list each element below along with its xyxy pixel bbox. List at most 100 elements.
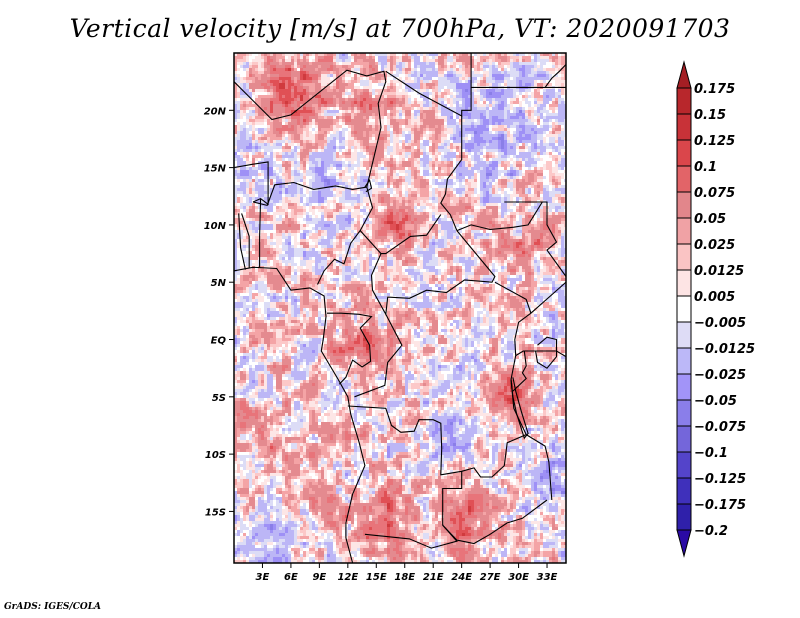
- field-cell: [495, 143, 498, 146]
- field-cell: [402, 179, 405, 182]
- field-cell: [261, 167, 264, 170]
- field-cell: [246, 191, 249, 194]
- field-cell: [477, 107, 480, 110]
- field-cell: [441, 92, 444, 95]
- field-cell: [426, 173, 429, 176]
- field-cell: [270, 95, 273, 98]
- field-cell: [366, 92, 369, 95]
- field-cell: [423, 104, 426, 107]
- field-cell: [447, 170, 450, 173]
- field-cell: [315, 134, 318, 137]
- field-cell: [507, 134, 510, 137]
- field-cell: [243, 56, 246, 59]
- field-cell: [465, 158, 468, 161]
- field-cell: [426, 95, 429, 98]
- field-cell: [264, 176, 267, 179]
- field-cell: [438, 185, 441, 188]
- field-cell: [504, 161, 507, 164]
- field-cell: [327, 128, 330, 131]
- field-cell: [501, 113, 504, 116]
- field-cell: [540, 179, 543, 182]
- field-cell: [468, 173, 471, 176]
- field-cell: [405, 116, 408, 119]
- field-cell: [456, 167, 459, 170]
- field-cell: [297, 191, 300, 194]
- field-cell: [234, 101, 237, 104]
- field-cell: [234, 158, 237, 161]
- field-cell: [453, 101, 456, 104]
- field-cell: [498, 101, 501, 104]
- field-cell: [519, 92, 522, 95]
- field-cell: [534, 185, 537, 188]
- field-cell: [543, 116, 546, 119]
- field-cell: [444, 53, 447, 56]
- field-cell: [363, 65, 366, 68]
- field-cell: [468, 110, 471, 113]
- field-cell: [243, 149, 246, 152]
- field-cell: [558, 62, 561, 65]
- field-cell: [459, 98, 462, 101]
- field-cell: [255, 158, 258, 161]
- field-cell: [459, 107, 462, 110]
- field-cell: [363, 68, 366, 71]
- field-cell: [312, 176, 315, 179]
- field-cell: [465, 137, 468, 140]
- field-cell: [282, 101, 285, 104]
- field-cell: [315, 158, 318, 161]
- field-cell: [414, 53, 417, 56]
- field-cell: [330, 122, 333, 125]
- field-cell: [354, 86, 357, 89]
- field-cell: [357, 125, 360, 128]
- field-cell: [459, 86, 462, 89]
- field-cell: [561, 53, 564, 56]
- field-cell: [438, 119, 441, 122]
- field-cell: [561, 59, 564, 62]
- field-cell: [453, 80, 456, 83]
- field-cell: [369, 71, 372, 74]
- field-cell: [396, 200, 399, 203]
- field-cell: [309, 131, 312, 134]
- field-cell: [468, 116, 471, 119]
- field-cell: [315, 182, 318, 185]
- field-cell: [318, 146, 321, 149]
- field-cell: [291, 56, 294, 59]
- field-cell: [270, 77, 273, 80]
- field-cell: [309, 74, 312, 77]
- field-cell: [516, 182, 519, 185]
- field-cell: [342, 68, 345, 71]
- field-cell: [351, 143, 354, 146]
- field-cell: [318, 131, 321, 134]
- field-cell: [315, 101, 318, 104]
- field-cell: [324, 80, 327, 83]
- field-cell: [477, 125, 480, 128]
- field-cell: [498, 200, 501, 203]
- field-cell: [495, 149, 498, 152]
- field-cell: [366, 56, 369, 59]
- field-cell: [462, 104, 465, 107]
- field-cell: [519, 170, 522, 173]
- field-cell: [303, 155, 306, 158]
- field-cell: [237, 200, 240, 203]
- field-cell: [303, 173, 306, 176]
- field-cell: [273, 188, 276, 191]
- field-cell: [549, 134, 552, 137]
- field-cell: [438, 80, 441, 83]
- field-cell: [321, 161, 324, 164]
- field-cell: [429, 116, 432, 119]
- field-cell: [459, 65, 462, 68]
- field-cell: [255, 179, 258, 182]
- field-cell: [549, 167, 552, 170]
- field-cell: [417, 104, 420, 107]
- field-cell: [264, 155, 267, 158]
- field-cell: [468, 104, 471, 107]
- field-cell: [312, 167, 315, 170]
- field-cell: [327, 164, 330, 167]
- field-cell: [417, 77, 420, 80]
- field-cell: [492, 197, 495, 200]
- field-cell: [537, 83, 540, 86]
- field-cell: [342, 146, 345, 149]
- field-cell: [462, 62, 465, 65]
- field-cell: [444, 170, 447, 173]
- field-cell: [297, 98, 300, 101]
- field-cell: [501, 98, 504, 101]
